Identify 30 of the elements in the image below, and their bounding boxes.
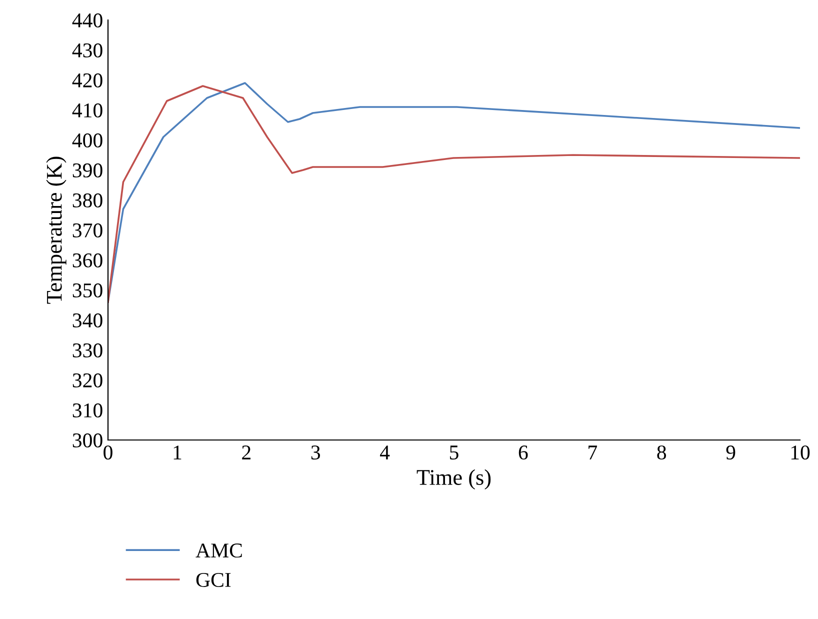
x-tick-label: 4 — [380, 446, 390, 460]
y-tick-label: 430 — [72, 43, 102, 58]
x-tick-label: 7 — [588, 446, 598, 460]
x-tick-label: 9 — [726, 446, 736, 460]
x-axis-title: Time (s) — [416, 469, 491, 490]
y-axis-title: Temperature (K) — [46, 156, 66, 304]
y-tick-label: 330 — [72, 343, 102, 358]
y-tick-label: 420 — [72, 73, 102, 88]
y-tick-label: 340 — [72, 313, 102, 328]
y-tick-label: 410 — [72, 103, 102, 118]
x-tick-label: 3 — [311, 446, 320, 460]
x-tick-label: 2 — [242, 446, 250, 460]
y-tick-label: 310 — [72, 403, 102, 418]
y-tick-label: 390 — [72, 163, 102, 178]
y-tick-label: 350 — [72, 283, 102, 298]
x-tick-label: 1 — [174, 446, 182, 460]
y-tick-label: 380 — [72, 193, 102, 208]
y-tick-label: 300 — [72, 433, 102, 448]
legend-label: AMC — [196, 544, 242, 558]
x-tick-label: 0 — [104, 445, 112, 460]
y-tick-label: 370 — [72, 223, 102, 238]
x-tick-label: 5 — [450, 446, 458, 460]
y-tick-label: 440 — [72, 13, 102, 28]
y-tick-label: 320 — [72, 373, 102, 388]
x-tick-label: 10 — [791, 445, 810, 460]
y-tick-label: 400 — [72, 133, 102, 148]
x-tick-label: 6 — [518, 446, 528, 460]
x-tick-label: 8 — [657, 445, 666, 460]
y-tick-label: 360 — [72, 253, 102, 268]
legend-label: GCI — [196, 572, 231, 587]
